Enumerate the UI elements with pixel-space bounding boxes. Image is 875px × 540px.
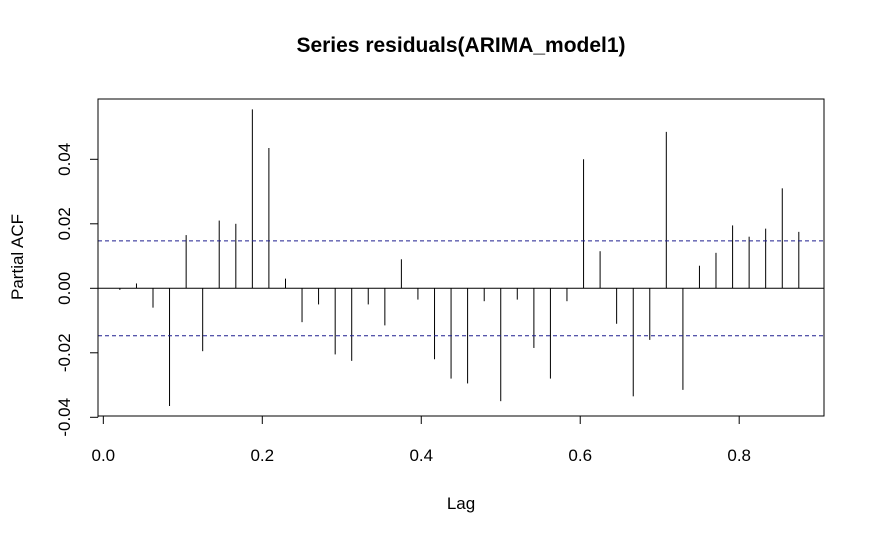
y-tick-label: -0.04: [55, 398, 74, 437]
chart-title: Series residuals(ARIMA_model1): [296, 34, 625, 57]
x-tick-label: 0.8: [727, 446, 751, 465]
y-tick-label: 0.00: [55, 272, 74, 305]
x-tick-label: 0.6: [568, 446, 592, 465]
x-tick-label: 0.2: [250, 446, 274, 465]
y-axis-label: Partial ACF: [8, 214, 27, 300]
x-axis: 0.0 0.2 0.4 0.6 0.8: [92, 415, 751, 465]
x-axis-label: Lag: [447, 494, 475, 513]
plot-frame: [97, 98, 825, 417]
y-axis: -0.04 -0.02 0.00 0.02 0.04: [55, 143, 99, 437]
y-tick-label: 0.02: [55, 207, 74, 240]
reference-lines: [98, 240, 824, 337]
y-tick-label: -0.02: [55, 333, 74, 372]
x-tick-label: 0.0: [92, 446, 116, 465]
pacf-bars: [119, 109, 800, 407]
y-tick-label: 0.04: [55, 143, 74, 176]
x-tick-label: 0.4: [409, 446, 433, 465]
